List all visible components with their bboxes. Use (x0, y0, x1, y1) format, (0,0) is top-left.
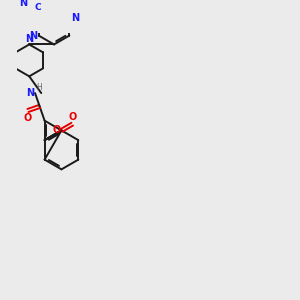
Text: N: N (29, 31, 37, 40)
Text: N: N (71, 13, 79, 23)
Text: O: O (68, 112, 76, 122)
Text: N: N (19, 0, 27, 8)
Text: O: O (24, 113, 32, 123)
Text: H: H (36, 83, 42, 92)
Text: C: C (34, 3, 41, 12)
Text: N: N (25, 34, 33, 44)
Text: N: N (26, 88, 34, 98)
Text: O: O (52, 125, 61, 135)
